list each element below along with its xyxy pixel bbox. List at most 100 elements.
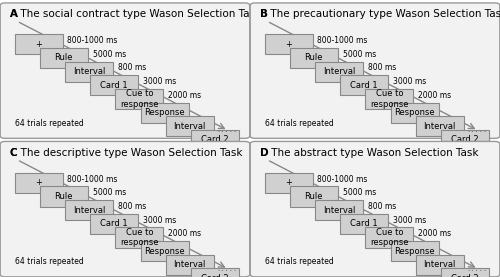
Text: .....: ..... xyxy=(216,266,238,272)
FancyBboxPatch shape xyxy=(416,116,464,136)
FancyBboxPatch shape xyxy=(441,130,489,150)
Text: C: C xyxy=(10,148,18,158)
Text: +: + xyxy=(35,40,42,49)
Text: 800 ms: 800 ms xyxy=(368,202,396,211)
Text: Card 1: Card 1 xyxy=(350,219,378,228)
Text: 64 trials repeated: 64 trials repeated xyxy=(14,257,84,266)
Text: Card 2: Card 2 xyxy=(451,135,479,145)
Text: Cue to
response: Cue to response xyxy=(370,228,408,247)
Text: Response: Response xyxy=(144,247,185,256)
FancyBboxPatch shape xyxy=(290,186,338,207)
FancyBboxPatch shape xyxy=(40,186,88,207)
FancyBboxPatch shape xyxy=(315,200,363,220)
Text: .....: ..... xyxy=(466,127,487,133)
Text: Interval: Interval xyxy=(424,122,456,131)
FancyBboxPatch shape xyxy=(90,214,138,234)
FancyBboxPatch shape xyxy=(250,142,500,277)
Text: B The precautionary type Wason Selection Task: B The precautionary type Wason Selection… xyxy=(260,9,500,19)
Text: Interval: Interval xyxy=(73,67,105,76)
Text: 800 ms: 800 ms xyxy=(118,202,146,211)
Text: Card 1: Card 1 xyxy=(100,81,128,90)
Text: Response: Response xyxy=(144,108,185,117)
Text: A The social contract type Wason Selection Task: A The social contract type Wason Selecti… xyxy=(10,9,261,19)
Text: Card 1: Card 1 xyxy=(350,81,378,90)
Text: +: + xyxy=(285,178,292,187)
Text: D: D xyxy=(260,148,268,158)
FancyBboxPatch shape xyxy=(166,116,214,136)
Text: 5000 ms: 5000 ms xyxy=(92,50,126,59)
FancyBboxPatch shape xyxy=(416,255,464,275)
FancyBboxPatch shape xyxy=(366,227,414,248)
Text: Interval: Interval xyxy=(174,260,206,269)
Text: Response: Response xyxy=(394,247,435,256)
Text: Rule: Rule xyxy=(54,53,73,62)
Text: Interval: Interval xyxy=(323,67,355,76)
FancyBboxPatch shape xyxy=(116,89,164,109)
Text: 2000 ms: 2000 ms xyxy=(418,91,452,100)
Text: Rule: Rule xyxy=(304,192,323,201)
FancyBboxPatch shape xyxy=(166,255,214,275)
Text: 64 trials repeated: 64 trials repeated xyxy=(14,119,84,128)
Text: +: + xyxy=(285,40,292,49)
FancyBboxPatch shape xyxy=(90,75,138,95)
Text: Rule: Rule xyxy=(54,192,73,201)
Text: 2000 ms: 2000 ms xyxy=(418,229,452,238)
FancyBboxPatch shape xyxy=(116,227,164,248)
Text: 64 trials repeated: 64 trials repeated xyxy=(264,119,334,128)
Text: Interval: Interval xyxy=(323,206,355,215)
Text: B: B xyxy=(260,9,268,19)
FancyBboxPatch shape xyxy=(340,75,388,95)
FancyBboxPatch shape xyxy=(264,34,312,54)
FancyBboxPatch shape xyxy=(14,34,62,54)
Text: Card 2: Card 2 xyxy=(451,274,479,277)
Text: 64 trials repeated: 64 trials repeated xyxy=(264,257,334,266)
Text: Card 1: Card 1 xyxy=(100,219,128,228)
FancyBboxPatch shape xyxy=(0,142,250,277)
Text: 3000 ms: 3000 ms xyxy=(393,77,426,86)
FancyBboxPatch shape xyxy=(366,89,414,109)
Text: 2000 ms: 2000 ms xyxy=(168,229,202,238)
FancyBboxPatch shape xyxy=(441,268,489,277)
FancyBboxPatch shape xyxy=(340,214,388,234)
Text: 800-1000 ms: 800-1000 ms xyxy=(318,36,368,45)
FancyBboxPatch shape xyxy=(290,48,338,68)
Text: 5000 ms: 5000 ms xyxy=(92,188,126,197)
Text: Response: Response xyxy=(394,108,435,117)
Text: Card 2: Card 2 xyxy=(201,274,229,277)
FancyBboxPatch shape xyxy=(0,3,250,138)
Text: 5000 ms: 5000 ms xyxy=(342,188,376,197)
FancyBboxPatch shape xyxy=(390,241,438,261)
Text: Interval: Interval xyxy=(424,260,456,269)
Text: Interval: Interval xyxy=(73,206,105,215)
FancyBboxPatch shape xyxy=(191,130,239,150)
Text: .....: ..... xyxy=(466,266,487,272)
Text: 5000 ms: 5000 ms xyxy=(342,50,376,59)
FancyBboxPatch shape xyxy=(140,241,188,261)
Text: Rule: Rule xyxy=(304,53,323,62)
Text: 800-1000 ms: 800-1000 ms xyxy=(68,175,118,184)
FancyBboxPatch shape xyxy=(250,3,500,138)
Text: Cue to
response: Cue to response xyxy=(370,89,408,109)
FancyBboxPatch shape xyxy=(140,102,188,123)
Text: .....: ..... xyxy=(216,127,238,133)
Text: 3000 ms: 3000 ms xyxy=(143,216,176,225)
FancyBboxPatch shape xyxy=(65,200,113,220)
Text: +: + xyxy=(35,178,42,187)
Text: 3000 ms: 3000 ms xyxy=(393,216,426,225)
Text: 800 ms: 800 ms xyxy=(118,63,146,73)
Text: D The abstract type Wason Selection Task: D The abstract type Wason Selection Task xyxy=(260,148,478,158)
Text: Card 2: Card 2 xyxy=(201,135,229,145)
Text: C The descriptive type Wason Selection Task: C The descriptive type Wason Selection T… xyxy=(10,148,242,158)
Text: 800-1000 ms: 800-1000 ms xyxy=(318,175,368,184)
FancyBboxPatch shape xyxy=(14,173,62,193)
Text: A: A xyxy=(10,9,18,19)
Text: Cue to
response: Cue to response xyxy=(120,228,158,247)
FancyBboxPatch shape xyxy=(315,61,363,82)
Text: 800-1000 ms: 800-1000 ms xyxy=(68,36,118,45)
Text: 3000 ms: 3000 ms xyxy=(143,77,176,86)
Text: Interval: Interval xyxy=(174,122,206,131)
Text: Cue to
response: Cue to response xyxy=(120,89,158,109)
Text: 800 ms: 800 ms xyxy=(368,63,396,73)
FancyBboxPatch shape xyxy=(65,61,113,82)
Text: 2000 ms: 2000 ms xyxy=(168,91,202,100)
